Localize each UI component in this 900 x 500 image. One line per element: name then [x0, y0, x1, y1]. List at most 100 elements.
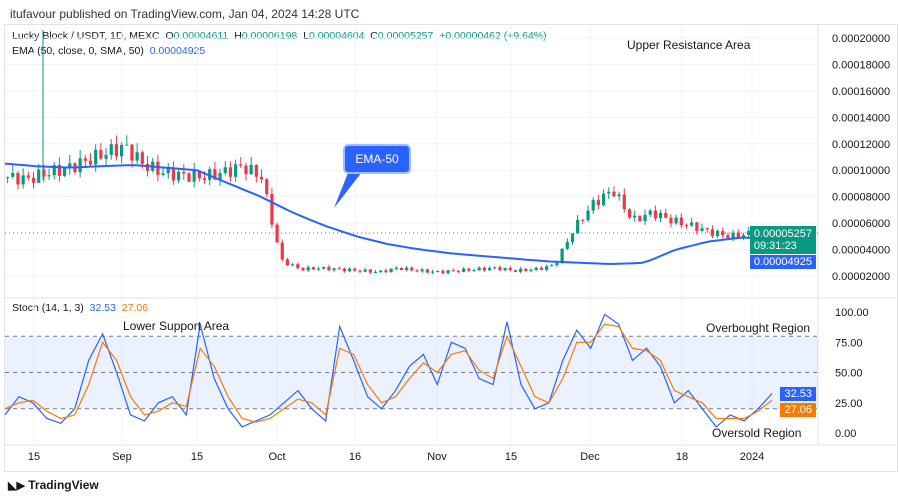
price-axis-label: 0.00016000 [832, 86, 890, 98]
candle-body [570, 233, 575, 242]
candle-body [544, 266, 549, 270]
candle-body [721, 230, 725, 236]
candle-body [68, 163, 72, 169]
candle-body [441, 270, 445, 274]
stoch-axis-label: 100.00 [835, 307, 869, 319]
candle-body [643, 214, 647, 222]
stoch-d-tag: 27.06 [780, 403, 816, 417]
stoch-d-line [4, 323, 773, 423]
candle-body [410, 267, 414, 271]
candle-body [560, 248, 564, 263]
candle-body [674, 217, 678, 224]
candle-body [332, 268, 336, 271]
candle-body [280, 242, 284, 260]
candle-body [363, 269, 367, 272]
candle-body [591, 200, 595, 211]
candle-body [368, 269, 372, 273]
stoch-axis-label: 25.00 [835, 398, 863, 410]
candle-body [109, 144, 113, 155]
candle-body [472, 270, 476, 272]
candle-body [741, 234, 746, 238]
candle-body [57, 165, 62, 176]
candle-body [638, 215, 642, 222]
candle-body [462, 268, 466, 272]
candle-body [503, 268, 507, 271]
candle-body [348, 268, 352, 272]
candle-body [617, 194, 621, 197]
candle-body [451, 270, 455, 272]
candle-body [405, 267, 409, 271]
candle-body [114, 144, 119, 157]
candle-body [16, 172, 20, 185]
candle-body [550, 265, 554, 267]
candle-body [710, 229, 715, 237]
price-axis-label: 0.00002000 [832, 271, 890, 283]
oversold-label: Oversold Region [712, 426, 802, 440]
time-axis-label: Oct [268, 451, 285, 463]
candle-body [145, 163, 150, 171]
candle-body [177, 171, 181, 181]
candle-body [187, 173, 191, 182]
candle-body [399, 267, 404, 271]
candle-body [275, 224, 279, 243]
candle-body [446, 270, 450, 274]
candle-body [197, 170, 201, 179]
candle-body [420, 269, 424, 272]
candle-body [99, 149, 103, 159]
candle-body [47, 175, 51, 177]
price-axis-label: 0.00010000 [832, 165, 890, 177]
candle-body [726, 235, 730, 239]
time-axis-label: Sep [112, 451, 132, 463]
candle-body [534, 267, 538, 270]
price-axis-label: 0.00020000 [832, 33, 890, 45]
candle-body [239, 164, 243, 166]
candle-body [529, 269, 533, 272]
candle-body [358, 270, 362, 272]
symbol-legend: Lucky Block / USDT, 1D, MEXC O0.00004611… [12, 30, 547, 42]
candle-body [291, 264, 295, 266]
candle-body [664, 212, 668, 218]
candle-body [607, 191, 611, 194]
candle-body [622, 194, 626, 210]
candle-body [78, 158, 82, 173]
candle-body [234, 164, 238, 177]
time-axis-label: 18 [676, 451, 688, 463]
candle-body [467, 268, 471, 271]
candle-body [524, 268, 528, 272]
upper-resistance-label: Upper Resistance Area [627, 38, 751, 52]
candle-body [5, 176, 10, 178]
candle-body [436, 270, 440, 272]
candle-body [736, 232, 740, 238]
candle-body [384, 270, 388, 273]
time-axis-label: 15 [28, 451, 40, 463]
candle-body [695, 222, 699, 232]
candle-body [493, 267, 497, 269]
candle-body [202, 178, 207, 180]
candle-body [731, 232, 735, 239]
price-axis-label: 0.00014000 [832, 112, 890, 124]
candle-body [487, 268, 492, 271]
ema-legend: EMA (50, close, 0, SMA, 50) 0.00004925 [12, 45, 206, 57]
candle-body [52, 165, 56, 176]
candle-body [337, 268, 341, 270]
price-axis-label: 0.00004000 [832, 245, 890, 257]
candle-body [130, 144, 134, 161]
candle-body [342, 268, 347, 272]
ema-callout-pointer [334, 168, 365, 208]
candle-body [353, 268, 357, 271]
time-axis-label: 15 [505, 451, 517, 463]
candle-body [633, 215, 637, 218]
tradingview-logo[interactable]: ◣▶ TradingView [8, 478, 99, 492]
candle-body [700, 228, 704, 232]
candle-body [37, 169, 41, 183]
candle-body [140, 152, 144, 164]
price-chart[interactable]: 0.00020000 0.00018000 0.00016000 0.00014000… [0, 0, 900, 470]
candle-body [425, 269, 429, 273]
last-price-tag: 0.00005257 09:31:23 [749, 226, 816, 254]
candle-body [679, 217, 683, 226]
candle-body [223, 167, 227, 174]
candle-body [120, 144, 124, 157]
candle-body [586, 210, 590, 221]
candle-body [379, 270, 383, 272]
candle-body [265, 179, 269, 195]
